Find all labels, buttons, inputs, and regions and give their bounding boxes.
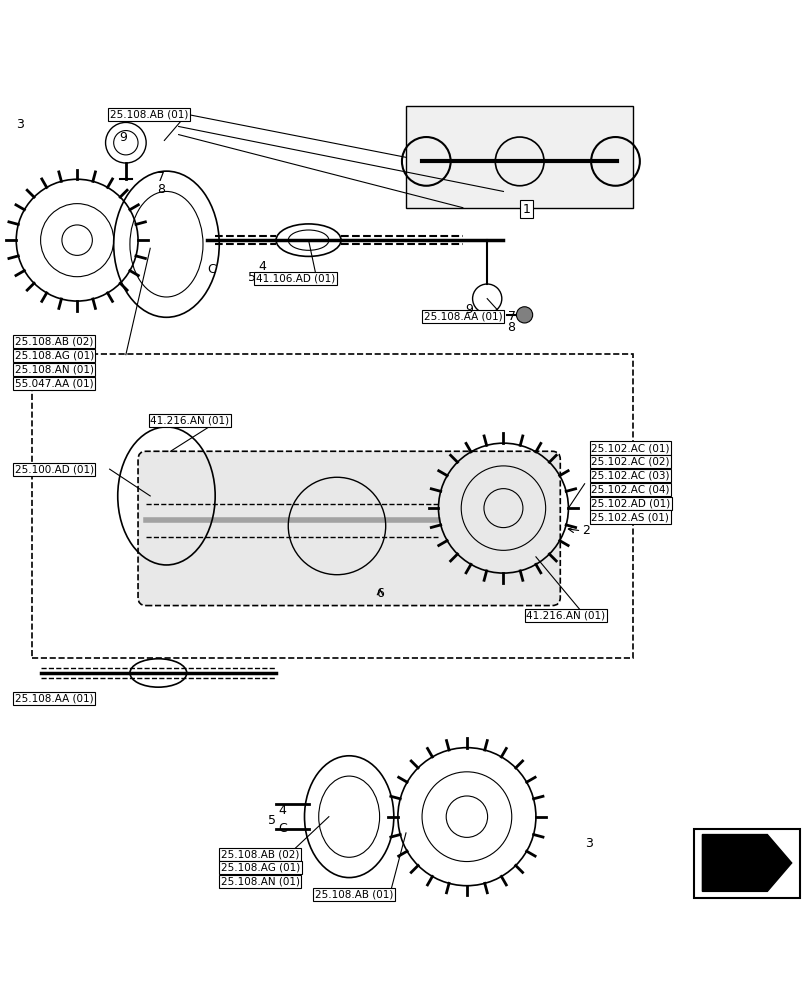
Text: 25.108.AG (01): 25.108.AG (01) <box>221 863 300 873</box>
Text: C: C <box>278 822 286 835</box>
Text: 25.100.AD (01): 25.100.AD (01) <box>15 464 93 474</box>
Text: 9: 9 <box>465 303 473 316</box>
Text: 25.102.AC (02): 25.102.AC (02) <box>590 457 669 467</box>
FancyBboxPatch shape <box>406 106 633 208</box>
Text: 3: 3 <box>584 837 592 850</box>
Text: 3: 3 <box>16 118 24 131</box>
Text: 1: 1 <box>521 203 530 216</box>
Text: 7: 7 <box>507 310 515 323</box>
Text: 5: 5 <box>247 271 255 284</box>
Text: 25.108.AB (01): 25.108.AB (01) <box>315 890 393 900</box>
Polygon shape <box>702 835 791 891</box>
Text: 25.108.AG (01): 25.108.AG (01) <box>15 350 94 360</box>
Text: 9: 9 <box>119 131 127 144</box>
Text: 8: 8 <box>507 321 515 334</box>
Text: 4: 4 <box>258 260 266 273</box>
Text: 55.047.AA (01): 55.047.AA (01) <box>15 378 93 388</box>
Text: 8: 8 <box>157 183 165 196</box>
Text: 25.102.AC (03): 25.102.AC (03) <box>590 471 669 481</box>
Text: 25.108.AB (02): 25.108.AB (02) <box>15 337 93 347</box>
Text: 25.108.AN (01): 25.108.AN (01) <box>221 877 299 887</box>
Text: 25.108.AA (01): 25.108.AA (01) <box>15 693 93 703</box>
Text: 25.102.AC (04): 25.102.AC (04) <box>590 484 669 494</box>
Text: 7: 7 <box>157 171 165 184</box>
Text: 41.216.AN (01): 41.216.AN (01) <box>150 415 229 425</box>
FancyBboxPatch shape <box>693 829 799 898</box>
Text: C: C <box>208 263 216 276</box>
Text: 25.108.AA (01): 25.108.AA (01) <box>423 311 502 321</box>
Text: 25.108.AB (01): 25.108.AB (01) <box>109 109 188 119</box>
Circle shape <box>516 307 532 323</box>
Text: 5: 5 <box>268 814 276 827</box>
Text: 6: 6 <box>375 587 384 600</box>
Text: 25.108.AN (01): 25.108.AN (01) <box>15 364 93 374</box>
Text: 41.216.AN (01): 41.216.AN (01) <box>526 610 604 620</box>
Text: 2: 2 <box>581 524 590 537</box>
Text: 25.102.AC (01): 25.102.AC (01) <box>590 443 669 453</box>
Text: 4: 4 <box>278 804 286 817</box>
FancyBboxPatch shape <box>138 451 560 606</box>
Text: 41.106.AD (01): 41.106.AD (01) <box>255 273 335 283</box>
Text: 25.102.AS (01): 25.102.AS (01) <box>590 512 668 522</box>
Text: 25.102.AD (01): 25.102.AD (01) <box>590 498 670 508</box>
Text: 25.108.AB (02): 25.108.AB (02) <box>221 850 299 860</box>
